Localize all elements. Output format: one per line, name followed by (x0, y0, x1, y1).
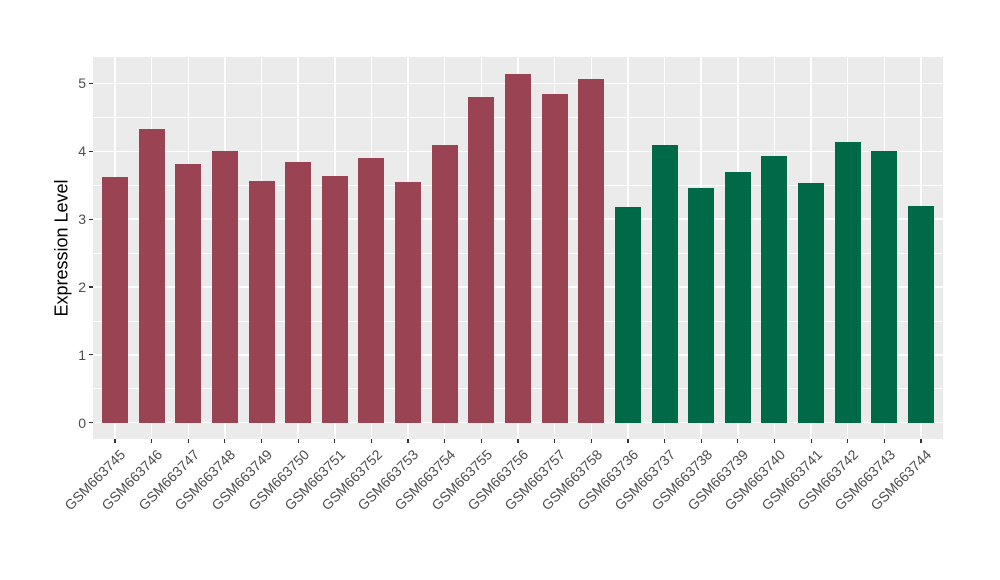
x-tick-label: GSM663740 (721, 446, 789, 514)
plot-panel (93, 57, 943, 439)
x-tick-mark (260, 439, 263, 443)
bar-GSM663737 (651, 144, 678, 423)
x-tick-label: GSM663747 (134, 446, 202, 514)
x-tick-mark (737, 439, 739, 443)
x-tick-label: GSM663741 (757, 446, 825, 514)
x-tick-mark (883, 439, 885, 443)
x-tick-label: GSM663752 (318, 446, 386, 514)
bar-GSM663742 (834, 142, 861, 423)
x-tick-label: GSM663739 (684, 446, 752, 514)
bar-GSM663747 (175, 163, 202, 423)
x-tick-mark (187, 439, 189, 443)
bar-GSM663744 (908, 206, 934, 423)
bar-GSM663749 (248, 181, 275, 423)
y-tick-label: 1 (78, 346, 86, 363)
x-tick-mark (517, 439, 519, 443)
bar-GSM663755 (468, 97, 495, 423)
x-tick-label: GSM663746 (98, 446, 166, 514)
x-tick-label: GSM663750 (244, 446, 312, 514)
x-tick-label: GSM663757 (501, 446, 569, 514)
bar-GSM663750 (285, 162, 312, 423)
bar-GSM663753 (395, 181, 422, 423)
x-tick-label: GSM663736 (574, 446, 642, 514)
y-tick-label: 5 (78, 75, 86, 92)
x-tick-label: GSM663742 (794, 446, 862, 514)
x-tick-mark (590, 439, 592, 443)
x-tick-label: GSM663743 (831, 446, 898, 514)
bar-GSM663758 (578, 78, 605, 423)
bar-GSM663743 (871, 150, 898, 423)
x-tick-label: GSM663756 (464, 446, 532, 514)
x-tick-label: GSM663737 (611, 446, 679, 514)
x-tick-label: GSM663749 (208, 446, 276, 514)
x-tick-label: GSM663738 (647, 446, 715, 514)
x-tick-label: GSM663755 (428, 446, 495, 514)
x-tick-mark (847, 439, 849, 443)
bar-GSM663757 (541, 94, 568, 423)
y-tick-label: 2 (78, 279, 86, 295)
bar-GSM663754 (431, 145, 458, 423)
y-axis-title: Expression Level (51, 179, 72, 317)
x-tick-label: GSM663748 (171, 446, 239, 514)
x-tick-label: GSM663745 (61, 446, 129, 514)
bar-GSM663748 (211, 150, 238, 423)
x-tick-mark (773, 439, 776, 443)
bar-GSM663739 (724, 172, 751, 423)
bar-GSM663752 (358, 158, 385, 423)
x-tick-mark (114, 439, 116, 443)
x-tick-mark (627, 439, 629, 443)
x-tick-mark (407, 439, 409, 443)
x-tick-label: GSM663753 (354, 446, 422, 514)
y-tick-label: 0 (78, 414, 86, 431)
x-tick-mark (224, 439, 226, 443)
x-tick-mark (810, 439, 812, 443)
bar-GSM663741 (798, 182, 825, 423)
x-tick-label: GSM663754 (391, 446, 459, 514)
x-tick-mark (920, 439, 922, 443)
bar-GSM663751 (321, 175, 348, 423)
y-tick-label: 3 (78, 211, 86, 228)
x-tick-mark (480, 439, 482, 443)
x-tick-mark (151, 439, 153, 443)
x-tick-mark (554, 439, 556, 443)
x-tick-mark (700, 439, 702, 443)
y-tick-label: 4 (78, 143, 86, 160)
bar-GSM663738 (688, 187, 715, 423)
bar-GSM663756 (504, 73, 531, 423)
x-tick-mark (444, 439, 446, 443)
x-tick-mark (297, 439, 299, 443)
bar-GSM663736 (614, 206, 641, 423)
bar-GSM663740 (761, 156, 788, 423)
x-tick-label: GSM663758 (537, 446, 605, 514)
bar-GSM663745 (101, 177, 128, 423)
x-tick-label: GSM663751 (281, 446, 349, 514)
x-tick-mark (334, 439, 336, 443)
x-tick-mark (370, 439, 373, 443)
x-tick-label: GSM663744 (867, 446, 935, 514)
x-tick-mark (663, 439, 666, 443)
bar-GSM663746 (138, 128, 165, 423)
